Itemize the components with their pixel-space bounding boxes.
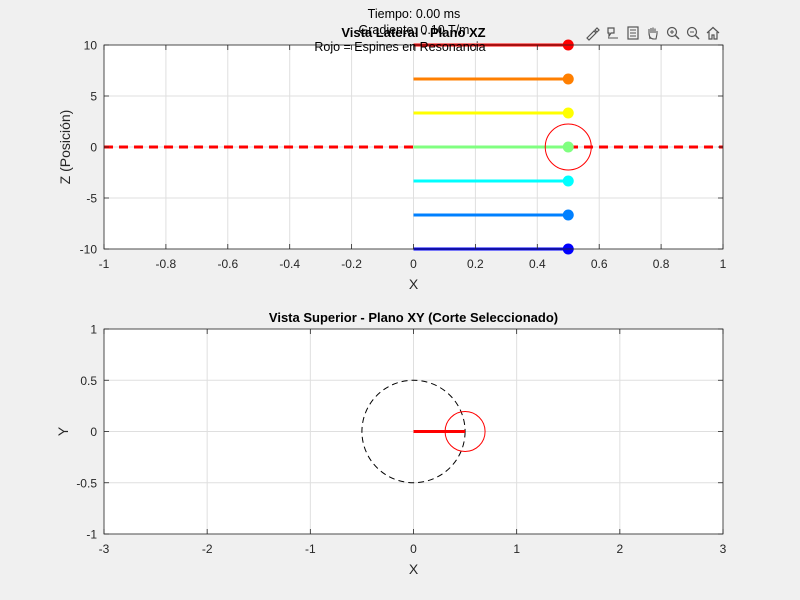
y-tick-label: 0.5	[80, 374, 97, 388]
x-axis-label: X	[409, 561, 419, 577]
pan-icon	[647, 27, 658, 40]
legend-icon	[626, 25, 639, 40]
y-tick-label: -10	[80, 243, 98, 257]
axes-toolbar	[583, 23, 722, 43]
x-tick-label: 1	[513, 542, 520, 556]
y-tick-label: -5	[86, 192, 97, 206]
axes-top-view: -3 -2 -1 0 1 2 3 -1 -0.5 0 0.5 1 X Y Vista Superior - …	[55, 310, 727, 577]
legend-button[interactable]	[623, 23, 642, 42]
y-tick-label: 1	[90, 323, 97, 337]
zoom-in-icon	[666, 26, 680, 40]
y-axis-label: Y	[55, 426, 71, 436]
legend-annotation: Rojo = Espines en Resonancia	[314, 40, 485, 54]
chart-title: Vista Lateral - Plano XZ	[341, 25, 485, 40]
data-tips-icon	[606, 26, 618, 38]
data-tips-button[interactable]	[603, 23, 622, 42]
x-axis-label: X	[409, 276, 419, 292]
x-tick-label: 1	[720, 257, 727, 271]
x-tick-label: -1	[305, 542, 316, 556]
time-annotation: Tiempo: 0.00 ms	[368, 7, 461, 21]
x-tick-label: 3	[720, 542, 727, 556]
zoom-in-button[interactable]	[663, 23, 682, 42]
zoom-out-icon	[686, 26, 700, 40]
brush-button[interactable]	[583, 23, 602, 42]
x-tick-label: -0.6	[217, 257, 238, 271]
spin-marker-2	[562, 107, 574, 119]
x-tick-label: 0	[410, 257, 417, 271]
x-tick-label: 0.2	[467, 257, 484, 271]
y-tick-label: 0	[90, 141, 97, 155]
spin-marker-3	[562, 141, 574, 153]
x-tick-label: 2	[616, 542, 623, 556]
resonance-highlight-circle	[544, 123, 592, 171]
x-tick-label: -0.4	[279, 257, 300, 271]
x-tick-label: -0.2	[341, 257, 362, 271]
home-icon	[706, 26, 719, 40]
brush-icon	[585, 26, 600, 41]
gradient-annotation: Gradiente: 0.10 T/m	[359, 23, 470, 37]
pan-button[interactable]	[643, 23, 662, 42]
x-tick-label: -2	[202, 542, 213, 556]
y-tick-label: 0	[90, 425, 97, 439]
x-tick-label: 0	[410, 542, 417, 556]
x-tick-label: -0.8	[156, 257, 177, 271]
y-axis-label: Z (Posición)	[57, 110, 73, 185]
y-tick-label: 10	[84, 39, 98, 53]
x-tick-label: 0.6	[591, 257, 608, 271]
axes-side-view: -1 -0.8 -0.6 -0.4 -0.2 0 0.2 0.4 0.6 0.8 1 -10 -5 0 5 1…	[57, 25, 727, 292]
x-tick-label: 0.4	[529, 257, 546, 271]
spin-marker-1	[562, 73, 574, 85]
y-tick-label: 5	[90, 90, 97, 104]
spin-marker-5	[562, 209, 574, 221]
chart-title: Vista Superior - Plano XY (Corte Selecci…	[269, 310, 558, 325]
home-button[interactable]	[703, 23, 722, 42]
spin-marker-4	[562, 175, 574, 187]
resonance-highlight-circle	[444, 411, 486, 452]
x-tick-label: -3	[99, 542, 110, 556]
x-tick-label: 0.8	[653, 257, 670, 271]
y-tick-label: -0.5	[76, 476, 97, 490]
zoom-out-button[interactable]	[683, 23, 702, 42]
y-tick-label: -1	[86, 528, 97, 542]
plot-area	[361, 379, 486, 484]
x-tick-label: -1	[99, 257, 110, 271]
